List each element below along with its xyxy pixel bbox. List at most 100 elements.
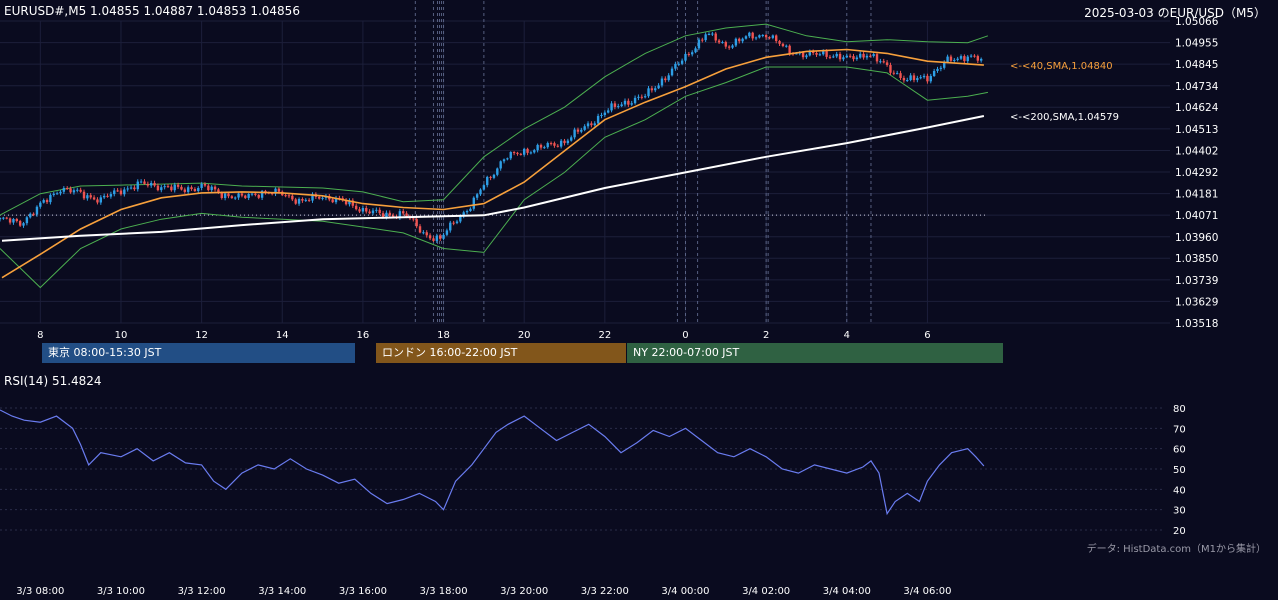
candle-body [102,195,106,198]
candle-body [119,190,123,195]
candle-body [348,200,351,205]
candle-body [694,48,697,53]
candle-body [425,232,428,236]
rsi-tick-label: 60 [1173,445,1186,456]
price-tick-label: 1.04181 [1175,189,1218,201]
candle-body [593,123,596,126]
candle-body [899,73,902,78]
price-tick-label: 1.05066 [1175,16,1219,28]
candle-body [126,188,129,190]
candle-body [39,202,42,207]
candle-body [875,54,879,62]
candle-body [365,208,368,212]
candle-body [979,58,983,61]
candle-body [969,55,973,57]
candle-body [603,112,607,115]
rsi-tick-label: 70 [1173,424,1186,435]
candle-body [509,152,512,159]
candle-body [808,51,812,56]
candle-body [771,35,775,38]
candle-body [223,193,227,199]
candle-body [912,75,916,81]
candle-body [818,54,822,56]
candle-body [922,75,926,78]
candle-body [674,63,677,69]
time-tick-label: 3/4 06:00 [903,586,951,597]
candle-body [318,196,321,199]
candle-body [18,221,22,226]
candle-body [946,56,949,63]
price-tick-label: 1.04071 [1175,210,1218,222]
candle-body [815,52,818,55]
candle-body [240,193,244,196]
candle-body [775,35,778,42]
candle-body [150,182,153,186]
candle-body [418,226,422,233]
candle-body [976,56,980,61]
candle-body [89,195,92,198]
candle-body [536,144,539,151]
candle-body [721,42,724,44]
candle-body [731,45,734,48]
candle-body [549,143,553,145]
candle-body [435,235,439,241]
bollinger-lower [0,66,988,289]
candle-body [855,57,859,60]
session-markers [414,1,872,323]
price-tick-label: 1.03629 [1175,296,1218,308]
candle-body [465,211,469,213]
candle-body [973,55,976,57]
candle-body [956,58,959,60]
candle-body [691,52,694,55]
candle-body [153,182,156,186]
candle-body [371,210,375,214]
candle-body [173,184,176,191]
candle-body [657,85,660,89]
candle-body [92,197,96,200]
rsi-tick-label: 40 [1173,485,1186,496]
candle-body [761,34,764,36]
candle-body [321,197,324,199]
candle-body [139,181,143,183]
candle-body [670,68,674,76]
candle-body [388,212,391,216]
candle-body [845,55,848,58]
candle-body [274,188,277,194]
rsi-line-path [0,409,985,516]
candle-body [469,208,472,212]
candle-body [727,46,731,48]
sma200-label: <-<200,SMA,1.04579 [1010,112,1119,123]
candle-body [82,191,86,199]
price-axis: 1.05066 1.04955 1.04845 1.04734 1.04624 1.045… [1175,16,1219,330]
candle-body [257,194,260,198]
candle-body [25,217,29,224]
candle-body [455,221,459,224]
candle-body [606,110,610,113]
candle-body [583,126,586,130]
candle-body [573,129,576,138]
candle-body [351,200,355,206]
candle-body [754,37,758,39]
candle-body [744,36,748,39]
candle-body [76,189,79,191]
time-tick-label: 3/3 16:00 [339,586,387,597]
candle-body [677,63,680,65]
candle-body [186,187,190,192]
candle-body [623,100,627,105]
candle-body [106,195,109,197]
candle-body [822,51,825,55]
candle-body [543,147,546,149]
candle-body [919,77,922,79]
candle-body [109,194,113,197]
candle-body [385,212,388,218]
session-tokyo: 東京 08:00-15:30 JST [42,343,355,363]
candle-body [785,45,788,47]
price-tick-label: 1.04513 [1175,124,1218,136]
candle-body [230,196,234,199]
candle-body [213,186,217,190]
candle-body [570,137,573,141]
candle-body [412,218,415,220]
price-tick-label: 1.04292 [1175,167,1218,179]
candle-body [49,194,52,203]
